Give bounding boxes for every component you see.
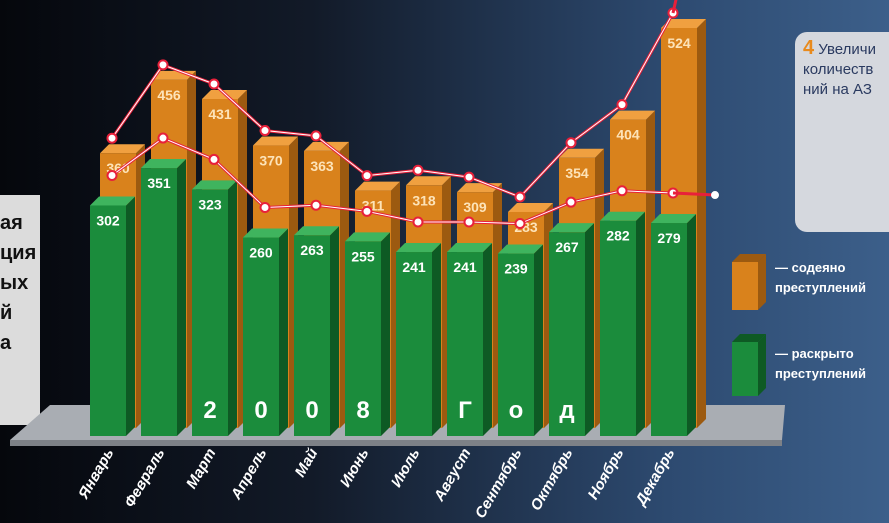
trend-point xyxy=(414,166,423,175)
bar-side xyxy=(697,19,706,428)
bar-caption: о xyxy=(509,397,524,424)
bar-side xyxy=(177,159,186,436)
trend-point xyxy=(567,138,576,147)
value-label: 456 xyxy=(157,87,181,103)
x-tick-label: Апрель xyxy=(227,445,270,503)
bar-side xyxy=(126,196,135,436)
x-tick-label: Ноябрь xyxy=(585,445,628,502)
floor-edge xyxy=(10,440,782,446)
x-tick-label: Январь xyxy=(75,445,118,502)
trend-point xyxy=(414,218,423,227)
chart: 3604564313703633113183092833544045243023… xyxy=(0,0,889,523)
trend-point xyxy=(567,198,576,207)
legend-swatch xyxy=(732,262,758,310)
bar xyxy=(90,205,126,436)
trend-point xyxy=(465,173,474,182)
legend-side xyxy=(758,334,766,396)
value-label: 404 xyxy=(616,127,640,143)
value-label: 431 xyxy=(208,106,232,122)
bar xyxy=(651,223,687,436)
value-label: 318 xyxy=(412,192,436,208)
trend-point xyxy=(108,134,117,143)
value-label: 267 xyxy=(555,239,579,255)
bar-caption: 2 xyxy=(203,397,216,424)
trend-arrow xyxy=(673,193,715,195)
value-label: 279 xyxy=(657,230,681,246)
x-tick-label: Август xyxy=(430,446,474,506)
bar-side xyxy=(432,243,441,436)
trend-point xyxy=(618,100,627,109)
trend-point xyxy=(618,186,627,195)
x-tick-label: Сентябрь xyxy=(472,445,526,521)
trend-point xyxy=(516,192,525,201)
page: аяцияыхйа 4 Увеличиколичествний на АЗ 36… xyxy=(0,0,889,523)
bar-side xyxy=(687,214,696,436)
x-tick-label: Май xyxy=(292,446,322,481)
legend-entry: — раскрыто преступлений xyxy=(775,344,889,384)
value-label: 241 xyxy=(453,259,477,275)
bar-side xyxy=(636,212,645,436)
x-tick-label: Март xyxy=(183,446,219,492)
bar-side xyxy=(228,180,237,436)
trend-point xyxy=(312,201,321,210)
legend-entry: — содеяно преступлений xyxy=(775,258,889,298)
value-label: 351 xyxy=(147,175,171,191)
x-tick-label: Июнь xyxy=(337,445,373,490)
bar xyxy=(600,221,636,436)
bar-side xyxy=(534,245,543,436)
value-label: 309 xyxy=(463,199,487,215)
trend-point xyxy=(159,60,168,69)
value-label: 255 xyxy=(351,248,375,264)
value-label: 370 xyxy=(259,153,283,169)
x-tick-label: Июль xyxy=(388,445,424,490)
bar xyxy=(396,252,432,436)
legend-swatch xyxy=(732,342,758,396)
value-label: 302 xyxy=(96,212,120,228)
x-tick-label: Октябрь xyxy=(527,445,576,513)
value-label: 241 xyxy=(402,259,426,275)
trend-point xyxy=(516,219,525,228)
value-label: 524 xyxy=(667,35,691,51)
bar-side xyxy=(483,243,492,436)
bar-side xyxy=(279,229,288,436)
bar-side xyxy=(381,232,390,436)
trend-point xyxy=(261,203,270,212)
trend-point xyxy=(312,131,321,140)
bar-caption: д xyxy=(559,397,574,424)
legend-side xyxy=(758,254,766,310)
value-label: 363 xyxy=(310,158,334,174)
value-label: 354 xyxy=(565,165,589,181)
trend-point xyxy=(363,207,372,216)
trend-point xyxy=(108,171,117,180)
arrow-head xyxy=(711,191,719,199)
trend-point xyxy=(261,126,270,135)
x-tick-label: Декабрь xyxy=(631,445,678,510)
trend-point xyxy=(210,155,219,164)
trend-point xyxy=(210,79,219,88)
value-label: 263 xyxy=(300,242,324,258)
bar-caption: 0 xyxy=(254,397,267,424)
bar-caption: 0 xyxy=(305,397,318,424)
trend-point xyxy=(465,218,474,227)
value-label: 239 xyxy=(504,261,528,277)
bar-side xyxy=(585,223,594,436)
bar-caption: Г xyxy=(458,397,472,424)
trend-point xyxy=(159,134,168,143)
value-label: 260 xyxy=(249,245,273,261)
trend-point xyxy=(363,171,372,180)
bar-side xyxy=(330,226,339,436)
bar-caption: 8 xyxy=(356,397,369,424)
value-label: 282 xyxy=(606,228,630,244)
bar xyxy=(141,168,177,436)
x-tick-label: Февраль xyxy=(121,445,168,510)
value-label: 323 xyxy=(198,196,222,212)
